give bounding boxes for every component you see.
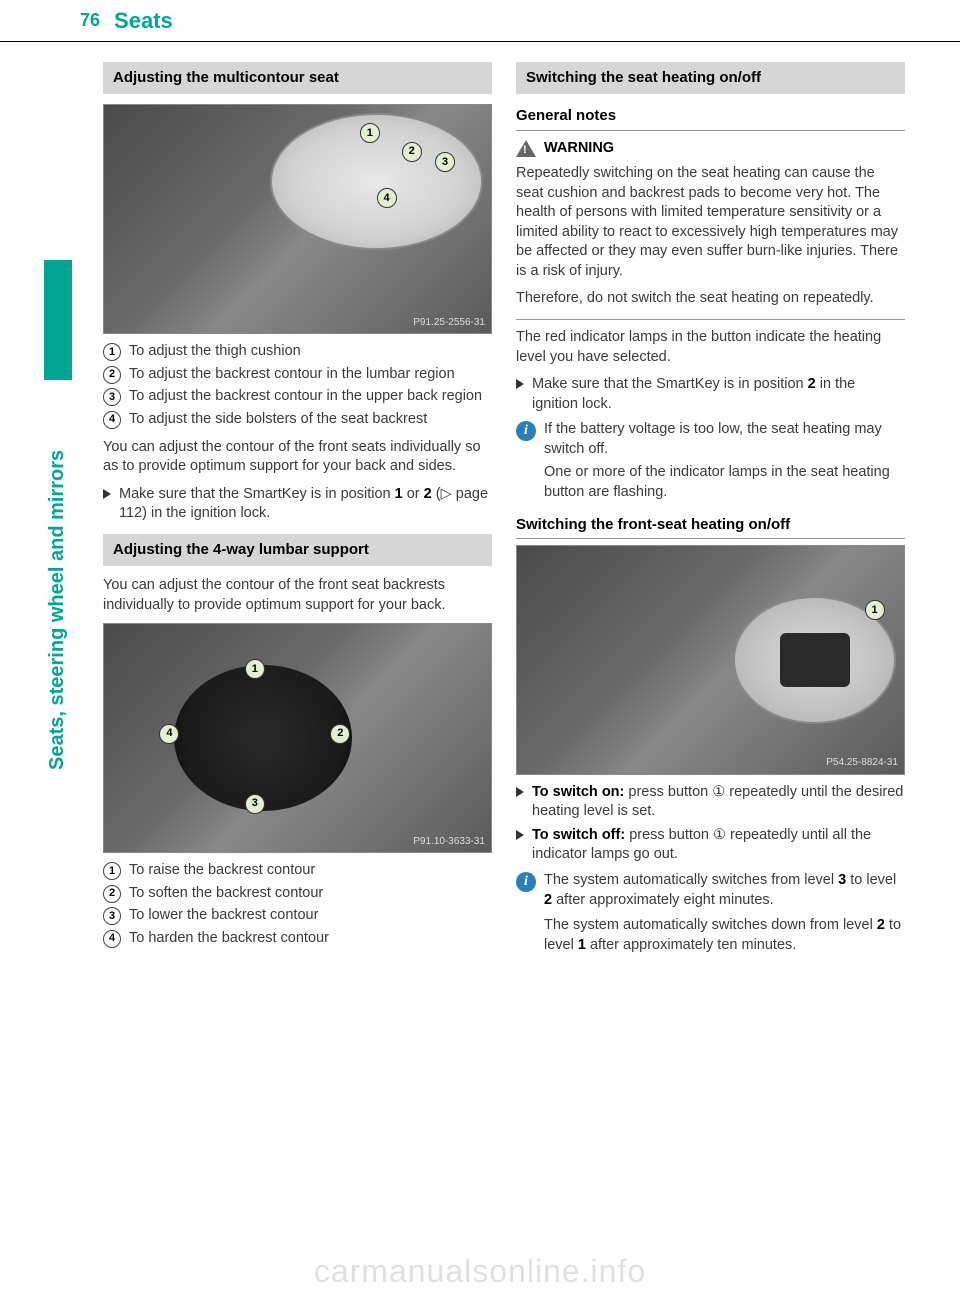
body-text: The red indicator lamps in the button in… <box>516 328 905 367</box>
side-tab <box>44 260 72 380</box>
content-area: Adjusting the multicontour seat 1 2 3 4 … <box>103 62 905 961</box>
legend-item: 1 To raise the backrest contour <box>103 861 492 881</box>
instruction-bullet: Make sure that the SmartKey is in positi… <box>516 375 905 414</box>
section-heading-lumbar: Adjusting the 4-way lumbar support <box>103 534 492 566</box>
figure-tag: P91.25-2556-31 <box>413 316 485 330</box>
badge-icon: 3 <box>103 907 121 925</box>
section-heading-multicontour: Adjusting the multicontour seat <box>103 62 492 94</box>
callout-1: 1 <box>245 659 265 679</box>
page-number: 76 <box>80 10 100 31</box>
subheading-front-seat: Switching the front-seat heating on/off <box>516 515 905 539</box>
section-heading-heating: Switching the seat heating on/off <box>516 62 905 94</box>
triangle-icon <box>516 379 524 389</box>
warning-icon <box>516 140 536 157</box>
figure-inset: 1 2 3 4 <box>270 113 483 250</box>
body-text: You can adjust the contour of the front … <box>103 438 492 477</box>
body-text: You can adjust the contour of the front … <box>103 576 492 615</box>
triangle-icon <box>516 830 524 840</box>
figure-inset: 1 <box>733 596 896 724</box>
warning-body: Therefore, do not switch the seat heatin… <box>516 289 905 309</box>
badge-icon: 4 <box>103 930 121 948</box>
watermark: carmanualsonline.info <box>0 1253 960 1290</box>
left-column: Adjusting the multicontour seat 1 2 3 4 … <box>103 62 492 961</box>
legend-text: To raise the backrest contour <box>129 861 492 881</box>
heating-button-icon <box>780 633 850 687</box>
legend-item: 3 To lower the backrest contour <box>103 906 492 926</box>
legend-item: 3 To adjust the backrest contour in the u… <box>103 387 492 407</box>
figure-tag: P54.25-8824-31 <box>826 756 898 770</box>
badge-icon: 4 <box>103 411 121 429</box>
page-header: 76 Seats <box>0 0 960 42</box>
callout-3: 3 <box>435 152 455 172</box>
bullet-text: To switch on: press button ① repeatedly … <box>532 783 905 822</box>
legend-text: To adjust the side bolsters of the seat … <box>129 410 492 430</box>
figure-seat-heating: 1 P54.25-8824-31 <box>516 545 905 775</box>
callout-4: 4 <box>377 188 397 208</box>
info-text: The system automatically switches from l… <box>544 871 905 955</box>
callout-3: 3 <box>245 794 265 814</box>
callout-2: 2 <box>330 724 350 744</box>
warning-header: WARNING <box>516 139 905 159</box>
triangle-icon <box>516 787 524 797</box>
bullet-text: Make sure that the SmartKey is in positi… <box>532 375 905 414</box>
divider <box>516 319 905 320</box>
legend-text: To harden the backrest contour <box>129 929 492 949</box>
page-title: Seats <box>114 8 173 34</box>
triangle-icon <box>103 489 111 499</box>
right-column: Switching the seat heating on/off Genera… <box>516 62 905 961</box>
warning-label: WARNING <box>544 139 614 159</box>
figure-tag: P91.10-3633-31 <box>413 835 485 849</box>
callout-2: 2 <box>402 142 422 162</box>
instruction-bullet: To switch off: press button ① repeatedly… <box>516 826 905 865</box>
legend-list-2: 1 To raise the backrest contour 2 To softe… <box>103 861 492 948</box>
figure-dial: 1 2 3 4 <box>174 665 352 811</box>
badge-icon: 2 <box>103 885 121 903</box>
legend-text: To adjust the thigh cushion <box>129 342 492 362</box>
badge-icon: 1 <box>103 862 121 880</box>
figure-lumbar: 1 2 3 4 P91.10-3633-31 <box>103 623 492 853</box>
side-label: Seats, steering wheel and mirrors <box>46 450 69 770</box>
figure-multicontour: 1 2 3 4 P91.25-2556-31 <box>103 104 492 334</box>
legend-list-1: 1 To adjust the thigh cushion 2 To adjust … <box>103 342 492 429</box>
info-note: i If the battery voltage is too low, the… <box>516 420 905 502</box>
warning-body: Repeatedly switching on the seat heating… <box>516 164 905 281</box>
legend-item: 4 To harden the backrest contour <box>103 929 492 949</box>
callout-1: 1 <box>865 600 885 620</box>
badge-icon: 2 <box>103 366 121 384</box>
callout-1: 1 <box>360 123 380 143</box>
info-icon: i <box>516 421 536 441</box>
info-text: If the battery voltage is too low, the s… <box>544 420 905 502</box>
legend-item: 1 To adjust the thigh cushion <box>103 342 492 362</box>
instruction-bullet: To switch on: press button ① repeatedly … <box>516 783 905 822</box>
bullet-text: To switch off: press button ① repeatedly… <box>532 826 905 865</box>
badge-icon: 1 <box>103 343 121 361</box>
instruction-bullet: Make sure that the SmartKey is in positi… <box>103 485 492 524</box>
info-icon: i <box>516 872 536 892</box>
legend-text: To adjust the backrest contour in the up… <box>129 387 492 407</box>
bullet-text: Make sure that the SmartKey is in positi… <box>119 485 492 524</box>
legend-text: To adjust the backrest contour in the lu… <box>129 365 492 385</box>
legend-item: 2 To adjust the backrest contour in the l… <box>103 365 492 385</box>
info-note: i The system automatically switches from… <box>516 871 905 955</box>
legend-item: 2 To soften the backrest contour <box>103 884 492 904</box>
legend-item: 4 To adjust the side bolsters of the seat… <box>103 410 492 430</box>
legend-text: To soften the backrest contour <box>129 884 492 904</box>
legend-text: To lower the backrest contour <box>129 906 492 926</box>
badge-icon: 3 <box>103 388 121 406</box>
subheading-general: General notes <box>516 106 905 130</box>
callout-4: 4 <box>159 724 179 744</box>
